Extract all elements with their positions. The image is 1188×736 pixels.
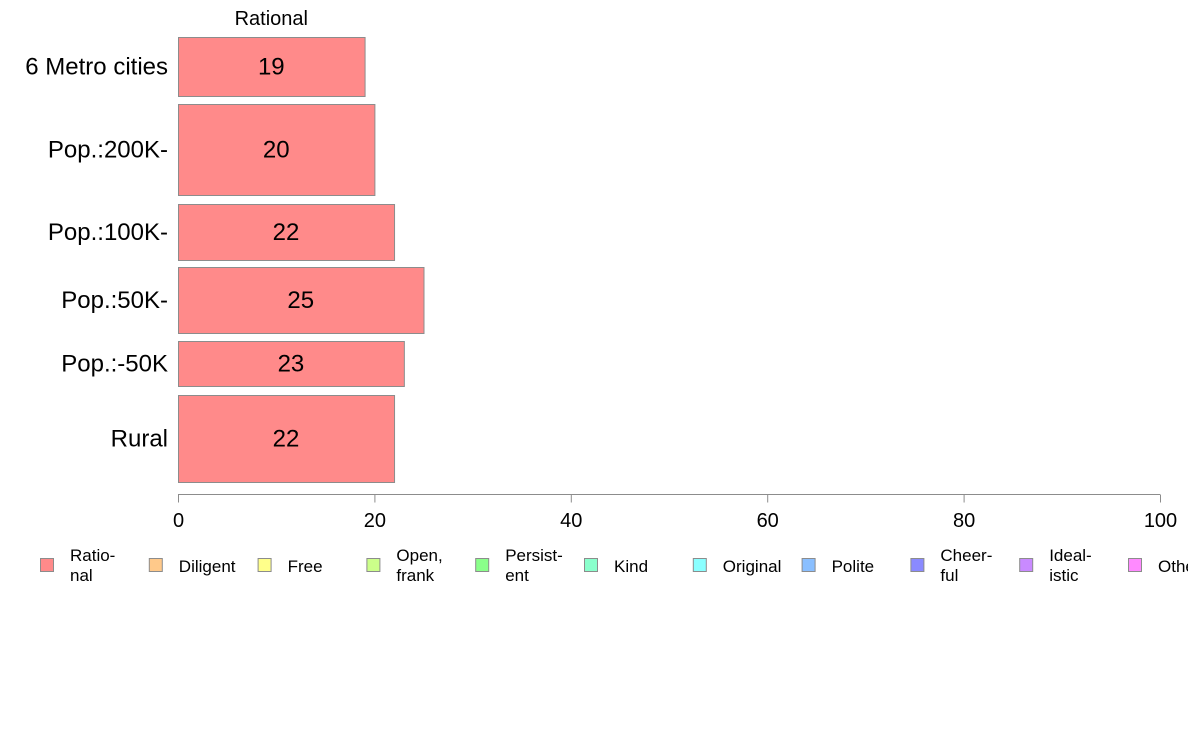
legend-label: Free [288,557,323,576]
category-label: Pop.:-50K [61,351,168,378]
bar-value-label: 23 [278,351,305,378]
legend-label: Cheer-ful [940,546,992,585]
legend-item: Others [1128,557,1188,576]
x-tick-label: 60 [757,510,779,532]
legend: Ratio-nal Diligent Free Open, frank Persist-e… [40,546,1188,585]
legend-item: Cheer-ful [910,546,992,585]
legend-swatch [1128,558,1142,572]
x-tick-label: 100 [1144,510,1177,532]
segment-header-label: Rational [235,8,308,30]
category-label: Pop.:100K- [48,219,168,246]
bar-value-label: 22 [273,219,300,246]
category-label: 6 Metro cities [25,54,168,81]
legend-label: Ideal-istic [1049,546,1092,585]
legend-label-line: Ratio- [70,546,115,565]
legend-label-line: ful [940,566,958,585]
x-tick-label: 0 [173,510,184,532]
legend-swatch [40,558,54,572]
legend-item: Diligent [148,557,236,576]
legend-label: Ratio-nal [70,546,115,585]
legend-item: Open, frank [366,546,443,585]
legend-label-line: Ideal- [1049,546,1092,565]
legend-swatch [910,558,925,572]
legend-label-line: nal [70,566,93,585]
legend-swatch [1019,558,1034,572]
bar-value-label: 22 [273,426,300,453]
bar-value-label: 20 [263,137,290,164]
legend-item: Original [692,557,782,576]
legend-swatch [475,558,490,572]
x-axis: 0 20 40 60 80 100 [173,494,1177,532]
bar-segment [178,104,376,196]
legend-label-line: Persist- [505,546,563,565]
legend-swatch [692,558,707,572]
bars-layer: Rational 6 Metro cities 19 Pop.:200K- 20 Pop.… [25,8,425,483]
legend-label-line: ent [505,566,529,585]
legend-swatch [366,558,381,572]
legend-label-line: frank [396,566,434,585]
legend-label: Original [723,557,782,576]
bar-value-label: 19 [258,54,285,81]
bar-segment [178,37,366,97]
legend-label-line: istic [1049,566,1079,585]
bar-segment [178,395,396,483]
legend-label: Kind [614,557,648,576]
category-label: Rural [111,426,168,453]
category-label: Pop.:200K- [48,137,168,164]
legend-item: Kind [584,557,648,576]
legend-item: Persist-ent [475,546,563,585]
bar-segment [178,341,405,387]
legend-label: Diligent [179,557,236,576]
legend-swatch [257,558,272,572]
bar-segment [178,204,396,261]
bar-value-label: 25 [287,287,314,314]
legend-item: Free [257,557,323,576]
legend-label: Persist-ent [505,546,563,585]
legend-item: Polite [801,557,875,576]
legend-swatch [801,558,816,572]
legend-item: Ideal-istic [1019,546,1092,585]
legend-swatch [584,558,598,572]
x-tick-label: 80 [953,510,975,532]
legend-label: Open, frank [396,546,442,585]
legend-label-line: Open, [396,546,442,565]
legend-label-line: Cheer- [940,546,992,565]
legend-label: Others [1158,557,1188,576]
category-label: Pop.:50K- [61,287,168,314]
legend-label: Polite [832,557,875,576]
x-tick-label: 20 [364,510,386,532]
bar-segment [178,267,425,334]
legend-item: Ratio-nal [40,546,115,585]
legend-swatch [148,558,163,572]
x-tick-label: 40 [560,510,582,532]
